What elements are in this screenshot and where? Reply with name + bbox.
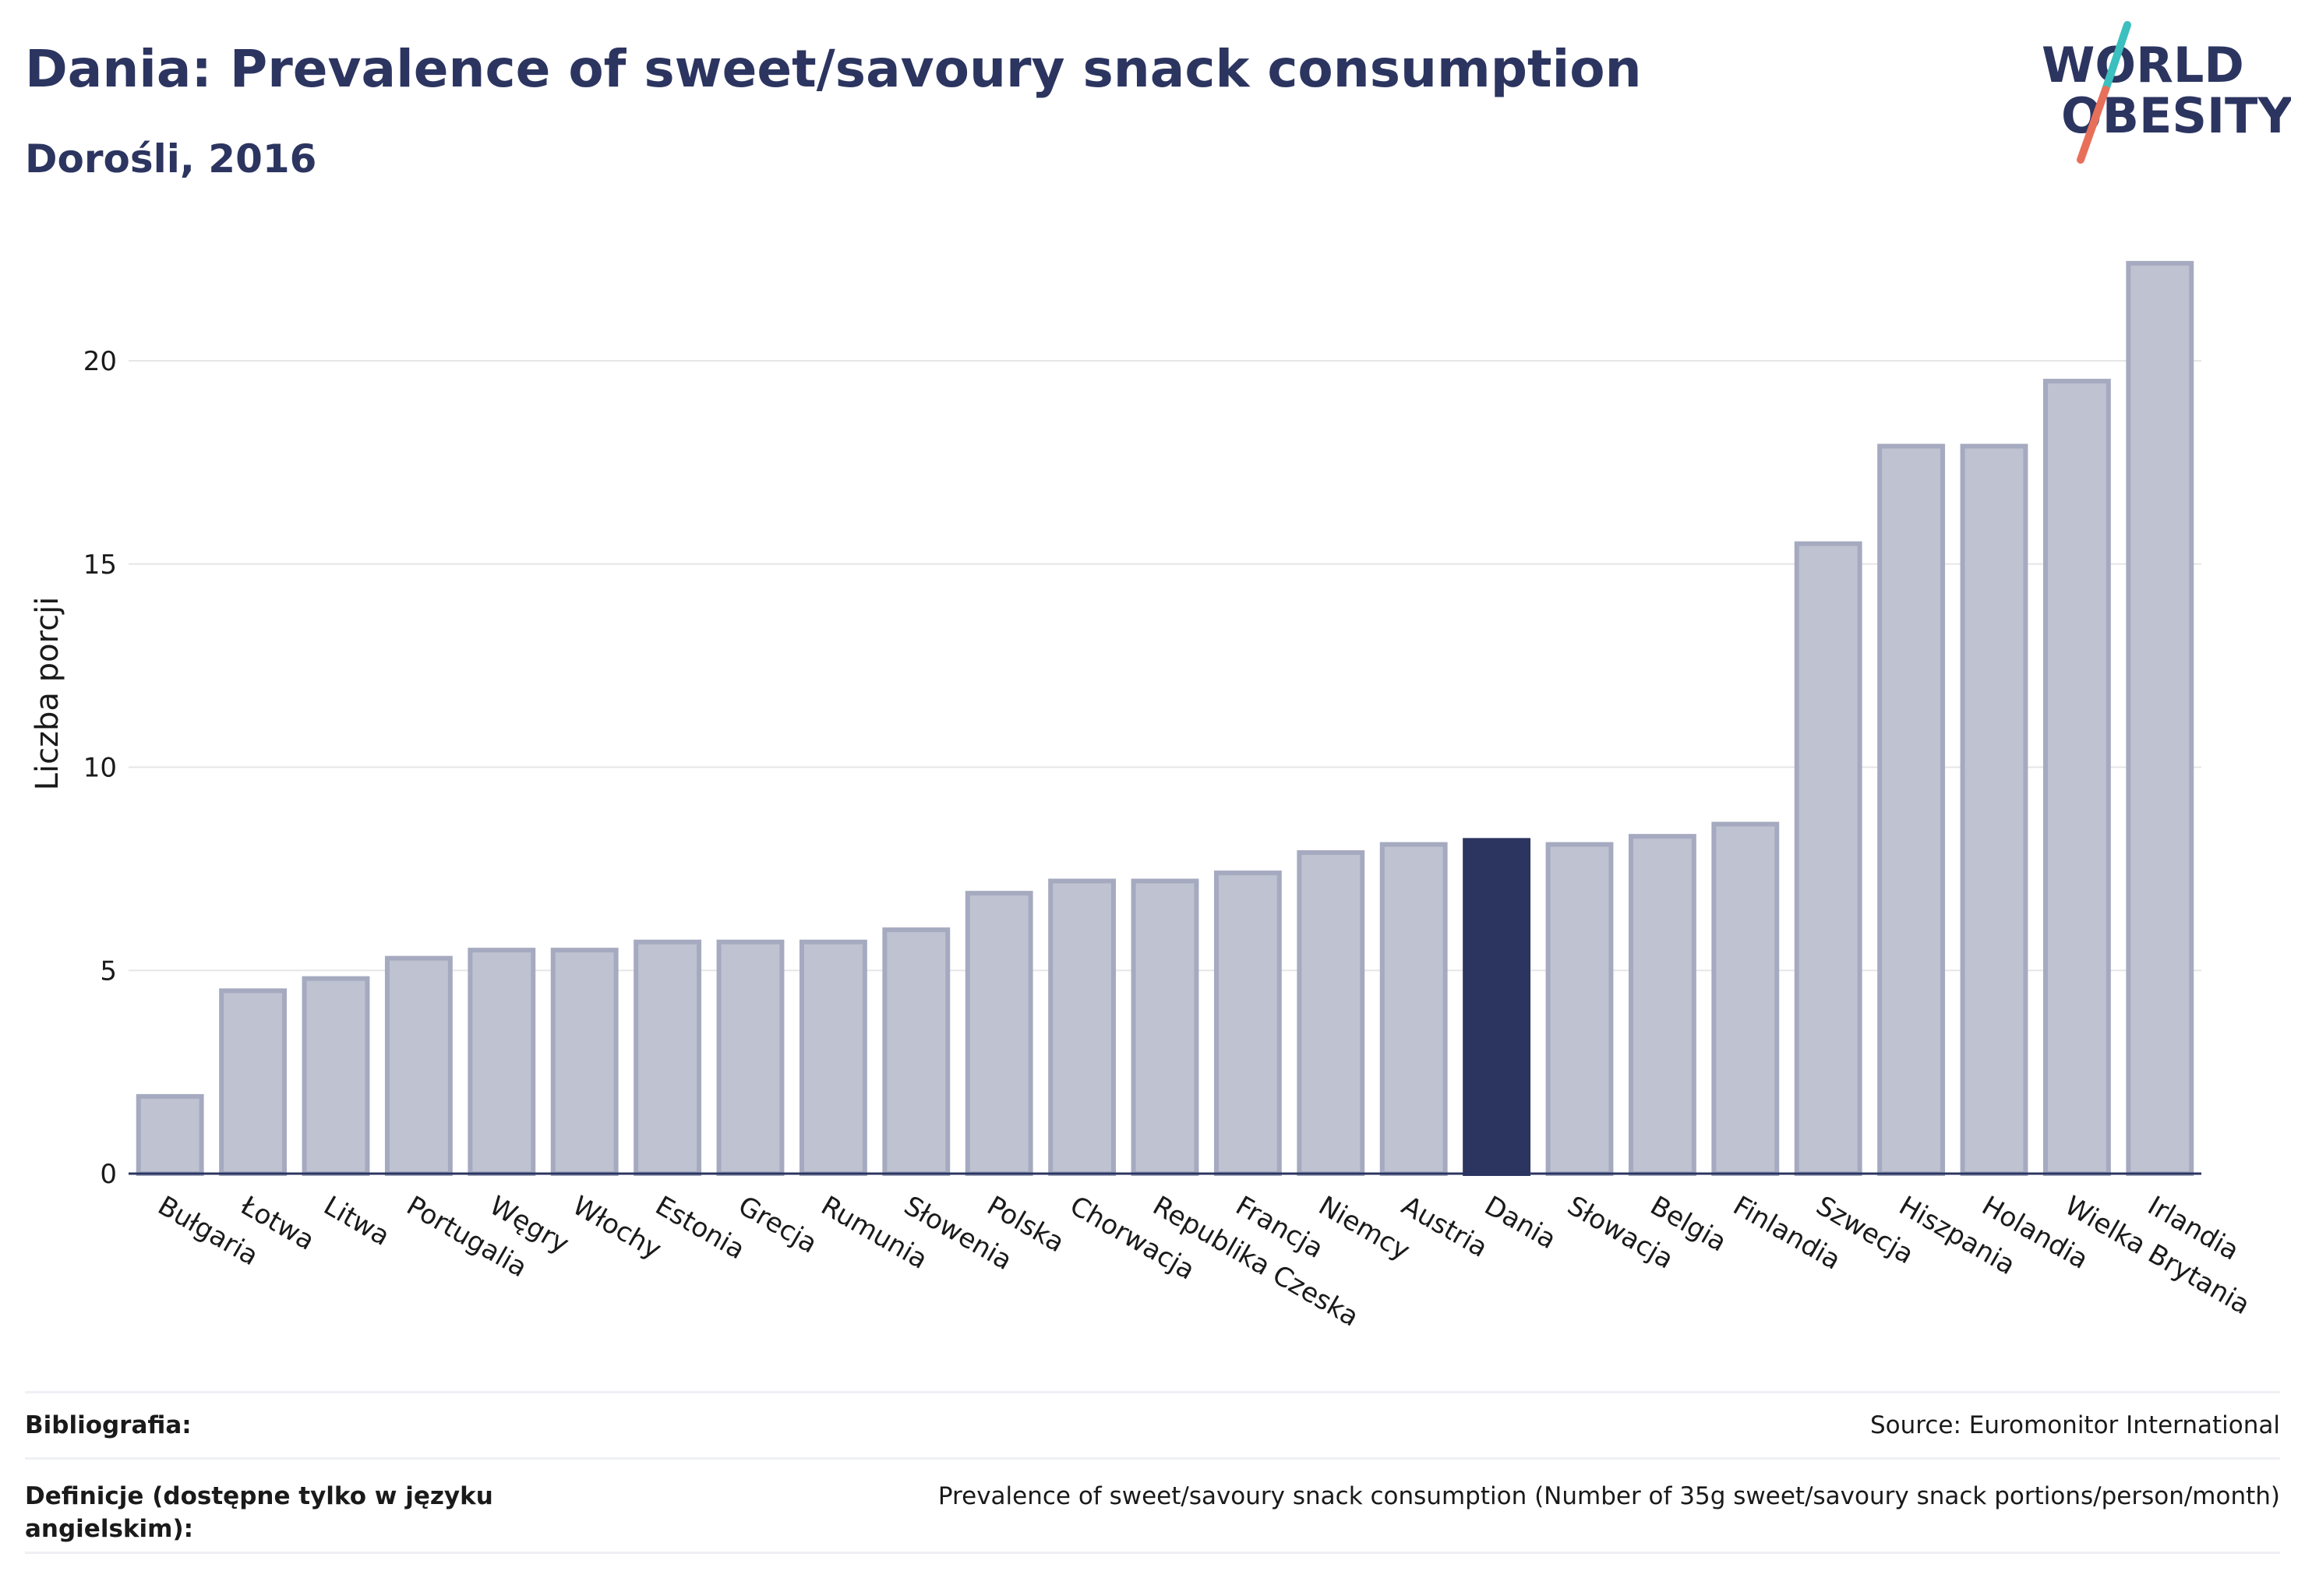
y-tick-label: 0 <box>100 1159 117 1190</box>
bar <box>1048 878 1117 1177</box>
bar <box>1794 541 1862 1176</box>
bar <box>1379 842 1448 1176</box>
bar <box>634 939 702 1176</box>
logo-slash-bottom <box>2077 86 2109 164</box>
x-tick-label: Litwa <box>319 1190 395 1252</box>
bar <box>1877 443 1946 1176</box>
x-tick-label: Niemcy <box>1313 1190 1415 1267</box>
bars <box>136 260 2194 1177</box>
bar <box>1213 870 1282 1176</box>
definitions-label: Definicje (dostępne tylko w języku angie… <box>25 1482 493 1543</box>
bar <box>1297 850 1365 1176</box>
bar <box>2126 260 2194 1177</box>
logo-slash-top <box>2102 21 2131 94</box>
definitions-row: Definicje (dostępne tylko w języku angie… <box>25 1457 2280 1554</box>
bibliography-value: Source: Euromonitor International <box>1869 1411 2280 1439</box>
bar <box>1628 834 1696 1177</box>
bar <box>1960 443 2028 1176</box>
bar <box>1711 821 1780 1176</box>
bar-highlighted <box>1463 838 1531 1176</box>
logo-text-world: WORLD <box>2042 37 2244 94</box>
x-tick-label: Dania <box>1479 1190 1562 1255</box>
chart-title: Dania: Prevalence of sweet/savoury snack… <box>25 39 1642 99</box>
x-tick-label: Estonia <box>650 1190 750 1266</box>
world-obesity-logo: WORLD OBESITY <box>2042 21 2291 164</box>
bar <box>219 988 288 1176</box>
bar <box>1131 878 1199 1177</box>
bar <box>468 948 536 1177</box>
bar <box>1545 842 1614 1176</box>
y-tick-label: 20 <box>83 346 117 377</box>
bar <box>302 976 370 1177</box>
y-tick-label: 15 <box>83 549 117 581</box>
bar <box>882 927 951 1176</box>
chart-subtitle: Dorośli, 2016 <box>25 136 317 182</box>
footer-table: Bibliografia: Source: Euromonitor Intern… <box>25 1391 2280 1554</box>
bar <box>2042 379 2111 1176</box>
bar <box>136 1093 204 1177</box>
x-tick-label: Grecja <box>733 1190 823 1259</box>
x-tick-label: Austria <box>1396 1190 1493 1264</box>
bar <box>384 955 453 1176</box>
bibliography-label: Bibliografia: <box>25 1411 192 1439</box>
bibliography-row: Bibliografia: Source: Euromonitor Intern… <box>25 1391 2280 1457</box>
x-tick-label: Włochy <box>567 1190 667 1266</box>
y-tick-labels: 0 5 10 15 20 <box>83 346 117 1190</box>
bar <box>550 948 619 1177</box>
bar <box>716 939 785 1176</box>
definitions-value: Prevalence of sweet/savoury snack consum… <box>937 1482 2280 1510</box>
y-tick-label: 10 <box>83 753 117 784</box>
y-tick-label: 5 <box>100 955 117 987</box>
y-axis-label: Liczba porcji <box>30 597 65 791</box>
bar <box>799 939 867 1176</box>
bar <box>965 891 1033 1177</box>
